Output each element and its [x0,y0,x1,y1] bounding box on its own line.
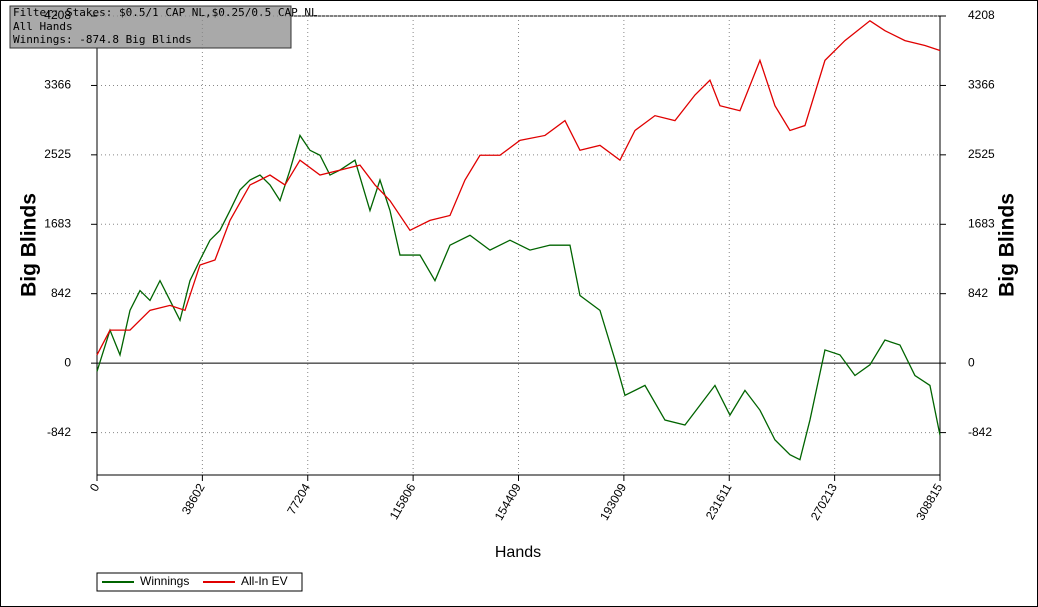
y-axis-label-right: Big Blinds [996,193,1019,297]
y-tick-label: -842 [47,425,71,439]
series-line [96,133,941,461]
y-tick-label: 1683 [44,216,71,230]
y-tick-label: 3366 [44,78,71,92]
y-tick-label-right: -842 [968,425,992,439]
y-tick-label: 0 [64,355,71,369]
y-tick-label-right: 1683 [968,216,995,230]
y-tick-label: 4208 [44,8,71,22]
x-axis-label: Hands [495,544,541,561]
series-line [96,19,941,356]
filter-box [9,5,292,49]
y-tick-label-right: 842 [968,286,988,300]
y-tick-label: 842 [51,286,71,300]
legend [96,572,303,592]
y-tick-label: 2525 [44,147,71,161]
y-tick-label-right: 0 [968,355,975,369]
y-axis-label: Big Blinds [18,193,41,297]
y-tick-label-right: 2525 [968,147,995,161]
y-tick-label-right: 4208 [968,8,995,22]
filter-line: All Hands [13,20,73,33]
y-tick-label-right: 3366 [968,78,995,92]
filter-line: Winnings: -874.8 Big Blinds [13,33,192,46]
legend-label: Winnings [140,574,189,588]
legend-label: All-In EV [241,574,288,588]
